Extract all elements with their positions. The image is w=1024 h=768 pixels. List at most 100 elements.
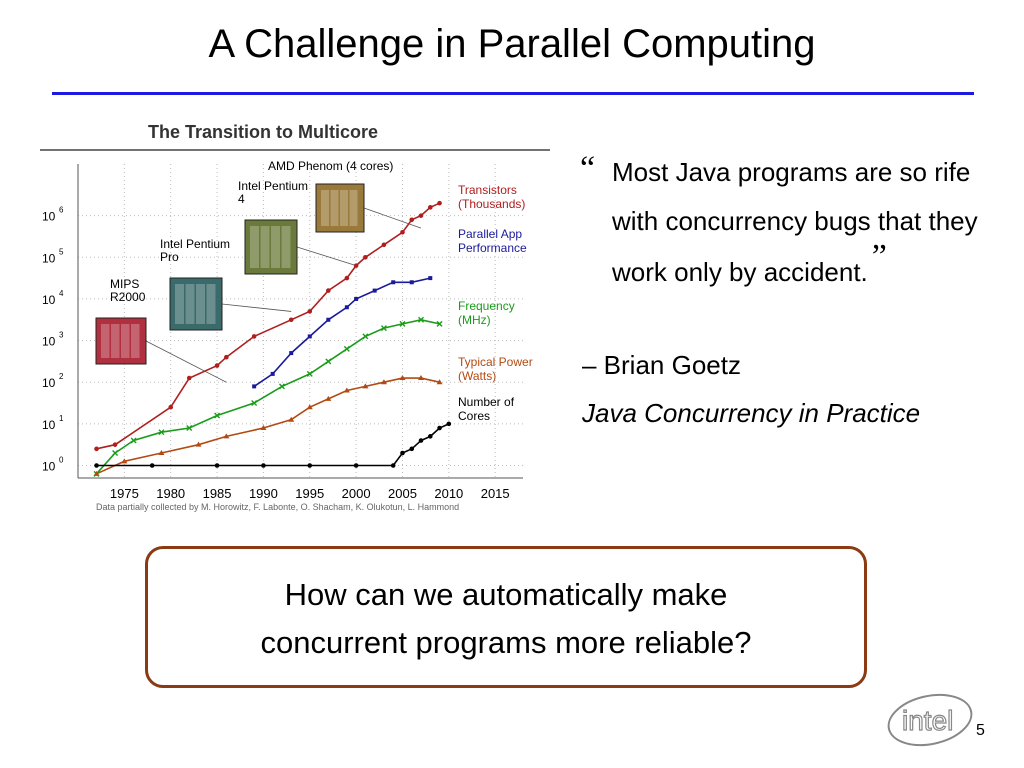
y-tick-exponent: 3	[59, 331, 64, 340]
chip-die-image	[169, 277, 223, 331]
data-point	[94, 463, 99, 468]
data-point	[409, 217, 415, 223]
multicore-figure: The Transition to Multicore 1975 1980 1985…	[40, 110, 555, 520]
chip-die-detail	[321, 190, 329, 226]
data-point	[418, 316, 425, 323]
y-tick-label: 10	[42, 293, 56, 307]
data-point	[251, 334, 257, 339]
data-point	[93, 470, 100, 476]
data-point	[306, 404, 313, 410]
chip-label: Pro	[160, 250, 179, 264]
series-label: Typical Power	[458, 355, 533, 369]
chip-die-detail	[271, 226, 280, 268]
series-label: (Watts)	[458, 369, 496, 383]
quote-block: “ Most Java programs are so rife with co…	[580, 148, 1000, 297]
data-point	[251, 400, 258, 407]
data-point	[149, 463, 155, 468]
y-tick-exponent: 1	[59, 414, 64, 423]
y-tick-label: 10	[42, 251, 56, 265]
data-point	[428, 276, 433, 281]
y-tick-label: 10	[42, 210, 56, 224]
series-label: (Thousands)	[458, 197, 525, 211]
chip-die-detail	[185, 284, 195, 324]
data-point	[400, 230, 405, 235]
data-point	[325, 358, 332, 365]
data-point	[270, 371, 275, 376]
y-tick-label: 10	[42, 335, 56, 349]
chip-label: MIPS	[110, 277, 139, 291]
chip-leader-line	[145, 340, 227, 383]
title-divider	[52, 92, 974, 95]
y-tick-exponent: 0	[59, 456, 64, 465]
trend-line-1	[253, 277, 431, 388]
data-point	[354, 296, 359, 301]
data-point	[409, 280, 414, 285]
data-point	[121, 458, 128, 464]
logo-text: intel	[902, 705, 953, 736]
trend-line-3	[96, 377, 440, 475]
series-label: (MHz)	[458, 313, 491, 327]
series-label: Transistors	[458, 183, 517, 197]
data-point	[94, 446, 99, 452]
chip-die-detail	[340, 190, 348, 226]
chip-die-detail	[349, 190, 358, 226]
multicore-chart: The Transition to Multicore 1975 1980 1985…	[40, 122, 550, 512]
chip-leader-line	[221, 303, 292, 312]
y-tick-exponent: 6	[59, 206, 64, 215]
data-point	[446, 421, 452, 427]
data-point	[362, 333, 369, 340]
data-point	[289, 351, 294, 356]
data-point	[223, 433, 230, 439]
data-point	[288, 317, 294, 323]
data-point	[307, 334, 312, 339]
chip-label: AMD Phenom (4 cores)	[268, 159, 393, 173]
data-point	[130, 437, 137, 444]
data-point	[390, 463, 396, 468]
data-point	[325, 395, 332, 401]
data-point	[436, 379, 443, 385]
chip-die-image	[95, 317, 147, 365]
y-tick-exponent: 4	[59, 289, 64, 298]
data-point	[214, 363, 220, 368]
chip-die-detail	[330, 190, 339, 226]
data-point	[112, 442, 118, 447]
data-point	[224, 354, 229, 360]
data-point	[353, 263, 359, 268]
x-tick-label: 1980	[156, 486, 185, 501]
x-tick-label: 1990	[249, 486, 278, 501]
data-point	[214, 412, 221, 419]
chip-die-detail	[206, 284, 216, 324]
chip-label: R2000	[110, 290, 146, 304]
data-point	[326, 317, 331, 322]
x-tick-label: 1985	[203, 486, 232, 501]
data-point	[436, 320, 443, 327]
data-point	[437, 425, 442, 431]
chip-die-detail	[175, 284, 184, 324]
chart-labels: Transistors(Thousands) Parallel AppPerfor…	[110, 159, 533, 423]
data-point	[261, 463, 266, 468]
chip-die-image	[244, 219, 298, 275]
slide-title: A Challenge in Parallel Computing	[208, 22, 816, 66]
data-point	[344, 305, 349, 310]
data-point	[343, 345, 350, 352]
y-tick-label: 10	[42, 376, 56, 390]
data-point	[372, 288, 377, 293]
data-point	[195, 441, 202, 447]
data-point	[112, 450, 119, 457]
data-point	[306, 370, 313, 377]
data-point	[260, 425, 267, 431]
y-tick-label: 10	[42, 460, 56, 474]
chip-die-detail	[260, 226, 270, 268]
data-point	[214, 463, 220, 468]
data-point	[409, 446, 415, 452]
series-label: Frequency	[458, 299, 515, 313]
series-label: Performance	[458, 241, 527, 255]
chip-die-detail	[281, 226, 291, 268]
chart-credit: Data partially collected by M. Horowitz,…	[96, 502, 459, 512]
page-number: 5	[976, 722, 985, 739]
data-point	[399, 320, 406, 327]
quote-text: Most Java programs are so rife with conc…	[612, 157, 978, 287]
open-quote-mark: “	[580, 150, 596, 187]
data-point	[391, 280, 396, 285]
callout-line-1: How can we automatically make	[284, 577, 728, 612]
